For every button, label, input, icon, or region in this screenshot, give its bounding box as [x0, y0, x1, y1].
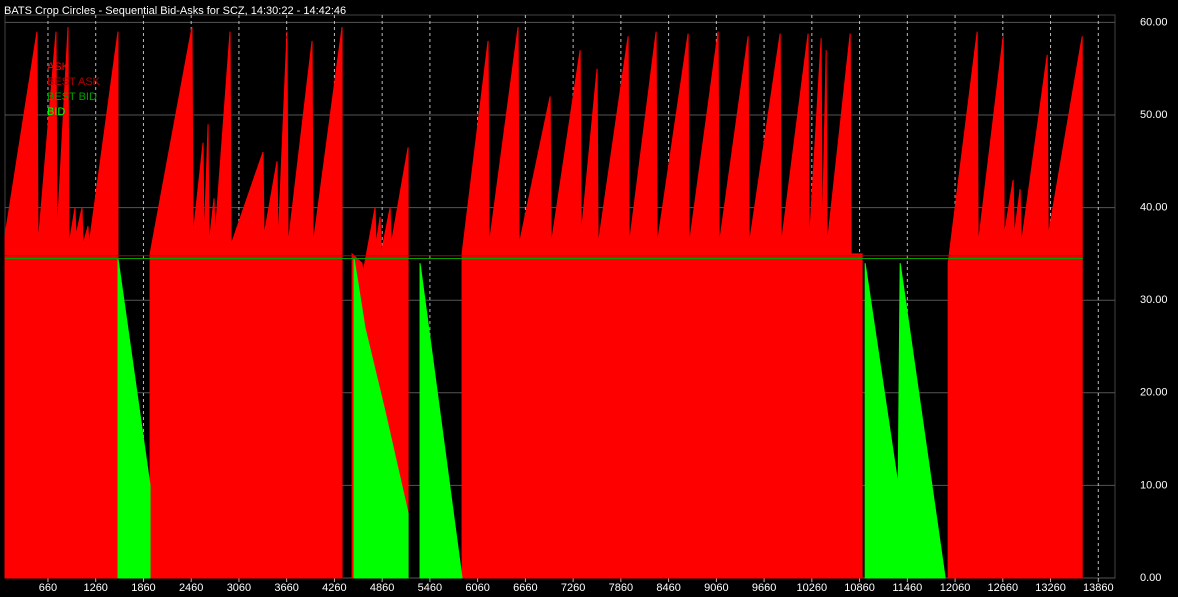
legend-label: BID — [47, 106, 65, 118]
area — [4, 26, 1083, 579]
x-tick-label: 4260 — [322, 582, 346, 594]
y-tick-label: 30.00 — [1140, 294, 1168, 306]
x-tick-label: 7860 — [609, 582, 633, 594]
chart-title: BATS Crop Circles - Sequential Bid-Asks … — [4, 5, 346, 17]
x-tick-label: 9660 — [752, 582, 776, 594]
x-tick-label: 4860 — [370, 582, 394, 594]
x-tick-label: 1260 — [83, 582, 107, 594]
legend-label: BEST BID — [47, 91, 97, 103]
x-tick-label: 6060 — [465, 582, 489, 594]
x-tick-label: 5460 — [418, 582, 442, 594]
x-tick-label: 8460 — [656, 582, 680, 594]
x-tick-label: 13860 — [1083, 582, 1114, 594]
y-tick-label: 0.00 — [1140, 572, 1161, 584]
x-tick-label: 3060 — [227, 582, 251, 594]
x-tick-label: 12660 — [988, 582, 1019, 594]
x-tick-label: 13260 — [1035, 582, 1066, 594]
y-tick-label: 40.00 — [1140, 202, 1168, 214]
y-tick-label: 10.00 — [1140, 479, 1168, 491]
x-tick-label: 10860 — [844, 582, 875, 594]
y-tick-label: 60.00 — [1140, 16, 1168, 28]
x-tick-label: 6660 — [513, 582, 537, 594]
x-tick-label: 660 — [39, 582, 57, 594]
x-tick-label: 12060 — [940, 582, 971, 594]
x-tick-label: 9060 — [704, 582, 728, 594]
x-tick-label: 3660 — [274, 582, 298, 594]
legend-label: BEST ASK — [47, 76, 101, 88]
x-tick-label: 1860 — [131, 582, 155, 594]
x-tick-label: 11460 — [892, 582, 922, 594]
legend-label: ASK — [47, 61, 70, 73]
area — [117, 258, 946, 579]
y-tick-label: 20.00 — [1140, 387, 1168, 399]
x-tick-label: 7260 — [561, 582, 585, 594]
y-tick-label: 50.00 — [1140, 109, 1168, 121]
x-tick-label: 2460 — [179, 582, 203, 594]
x-tick-label: 10260 — [797, 582, 828, 594]
